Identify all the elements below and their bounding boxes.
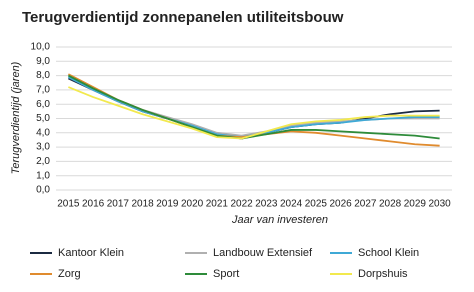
x-tick-label: 2025 (305, 199, 328, 210)
x-tick-label: 2015 (57, 199, 80, 210)
x-tick-label: 2019 (156, 199, 179, 210)
series-line (67, 74, 440, 137)
y-tick-label: 6,0 (36, 99, 50, 110)
y-tick-label: 0,0 (36, 185, 50, 196)
x-tick-label: 2030 (429, 199, 452, 210)
x-tick-label: 2024 (280, 199, 303, 210)
y-tick-label: 1,0 (36, 170, 50, 181)
legend-label: Kantoor Klein (58, 247, 124, 259)
x-tick-label: 2029 (404, 199, 427, 210)
series-line (67, 74, 440, 140)
series-line (68, 86, 440, 140)
x-tick-label: 2016 (82, 199, 105, 210)
x-tick-label: 2021 (206, 199, 229, 210)
x-tick-label: 2023 (255, 199, 278, 210)
x-axis-label: Jaar van investeren (231, 214, 328, 226)
y-tick-label: 7,0 (36, 85, 50, 96)
y-tick-label: 5,0 (36, 113, 50, 124)
y-tick-label: 9,0 (36, 56, 50, 67)
x-tick-label: 2020 (181, 199, 204, 210)
y-tick-label: 2,0 (36, 156, 50, 167)
legend-label: Landbouw Extensief (213, 247, 313, 259)
x-tick-label: 2026 (330, 199, 353, 210)
legend-label: Dorpshuis (358, 268, 408, 280)
y-tick-label: 4,0 (36, 127, 50, 138)
legend-label: Sport (213, 268, 239, 280)
y-axis-label: Terugverdientijd (jaren) (10, 61, 22, 174)
x-tick-label: 2027 (354, 199, 377, 210)
legend-label: Zorg (58, 268, 81, 280)
legend-label: School Klein (358, 247, 419, 259)
x-tick-label: 2017 (107, 199, 130, 210)
y-tick-label: 3,0 (36, 142, 50, 153)
x-tick-label: 2022 (231, 199, 254, 210)
chart-title: Terugverdientijd zonnepanelen utiliteits… (22, 9, 344, 26)
y-tick-label: 8,0 (36, 70, 50, 81)
x-tick-label: 2018 (132, 199, 155, 210)
x-tick-label: 2028 (379, 199, 402, 210)
y-tick-label: 10,0 (31, 42, 51, 53)
